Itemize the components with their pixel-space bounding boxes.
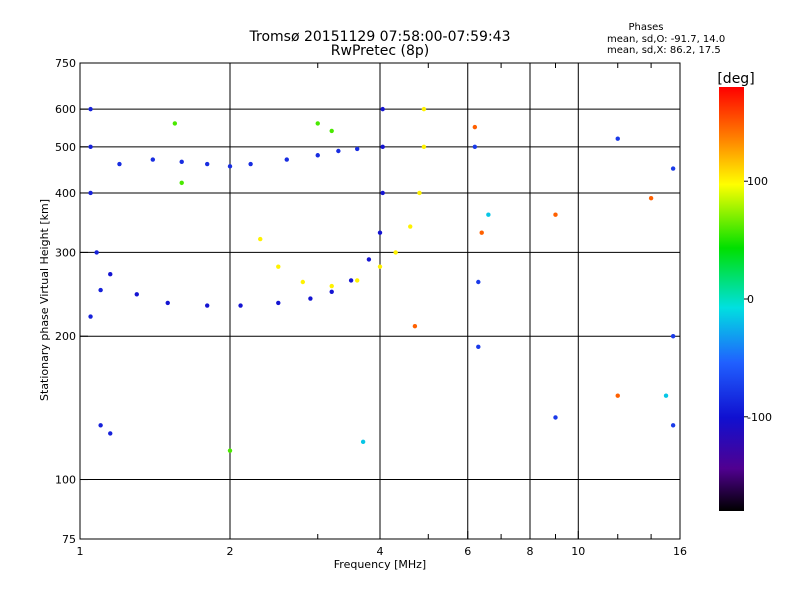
data-point (276, 264, 281, 269)
data-point (366, 257, 372, 262)
data-point (134, 292, 139, 297)
x-tick-label: 8 (527, 545, 534, 558)
chart-subtitle: RwPretec (8p) (331, 43, 429, 59)
data-point (663, 393, 669, 398)
x-tick-label: 16 (673, 545, 687, 558)
data-point (227, 164, 233, 169)
data-point (354, 146, 360, 152)
y-tick-label: 75 (62, 533, 76, 546)
x-tick-label: 4 (377, 545, 384, 558)
data-point (360, 439, 366, 445)
chart-title: Tromsø 20151129 07:58:00-07:59:43 (249, 29, 511, 45)
stats-x-mode: mean, sd,X: 86.2, 17.5 (607, 45, 721, 56)
colorbar-ticks: 100 0 -100 (744, 175, 772, 424)
y-tick-label: 100 (55, 474, 76, 487)
x-tick-label: 2 (227, 545, 234, 558)
grid-layer (80, 63, 680, 539)
data-point (472, 144, 478, 150)
data-point (486, 212, 491, 217)
data-point (300, 279, 306, 285)
data-point (329, 289, 334, 294)
data-point (417, 190, 422, 196)
data-points (88, 106, 676, 453)
x-tick-label: 10 (571, 545, 585, 558)
data-point (670, 166, 676, 171)
data-point (150, 157, 156, 162)
data-point (380, 190, 385, 196)
data-point (172, 121, 178, 126)
data-point (412, 323, 418, 329)
x-axis-label: Frequency [MHz] (334, 558, 426, 571)
data-point (670, 334, 676, 339)
data-point (315, 121, 320, 126)
data-point (276, 300, 281, 306)
y-tick-label: 600 (55, 103, 76, 116)
data-point (615, 136, 620, 141)
stats-o-mode: mean, sd,O: -91.7, 14.0 (607, 34, 725, 45)
data-point (408, 224, 413, 229)
x-tick-label: 1 (77, 545, 84, 558)
data-point (204, 161, 210, 167)
data-point (108, 431, 113, 436)
data-point (354, 278, 360, 283)
data-point (380, 144, 385, 150)
y-tick-label: 750 (55, 57, 76, 70)
data-point (329, 128, 334, 134)
data-point (476, 344, 481, 350)
data-point (179, 180, 184, 186)
data-point (284, 157, 289, 162)
data-point (648, 195, 654, 201)
data-point (117, 161, 122, 167)
data-point (165, 300, 170, 306)
data-point (98, 423, 103, 428)
data-point (315, 153, 320, 158)
data-point (88, 190, 93, 196)
data-point (615, 393, 620, 398)
data-point (204, 303, 210, 308)
data-point (553, 415, 558, 420)
data-point (421, 144, 427, 150)
colorbar-tick-label: 0 (747, 293, 754, 306)
data-point (227, 448, 233, 453)
data-point (377, 230, 383, 235)
colorbar-tick-label: 100 (747, 175, 768, 188)
data-point (472, 124, 478, 130)
colorbar-tick-label: -100 (747, 411, 772, 424)
data-point (476, 279, 481, 285)
x-axis-ticks: 1 2 4 6 8 10 16 (77, 63, 687, 558)
data-point (336, 148, 341, 154)
colorbar-label: [deg] (717, 71, 754, 87)
y-tick-label: 200 (55, 330, 76, 343)
data-point (393, 250, 398, 255)
data-point (380, 106, 385, 112)
data-point (348, 278, 354, 283)
data-point (553, 212, 558, 217)
y-tick-label: 400 (55, 187, 76, 200)
x-tick-label: 6 (464, 545, 471, 558)
data-point (421, 106, 427, 112)
data-point (98, 287, 103, 293)
data-point (88, 106, 93, 112)
data-point (108, 272, 113, 277)
data-point (248, 161, 253, 167)
colorbar (719, 87, 744, 511)
data-point (94, 250, 99, 255)
data-point (88, 144, 93, 150)
y-tick-label: 300 (55, 246, 76, 259)
y-axis-label: Stationary phase Virtual Height [km] (38, 199, 51, 401)
data-point (670, 423, 676, 428)
stats-header: Phases (628, 22, 663, 33)
data-point (238, 303, 243, 308)
y-tick-label: 500 (55, 141, 76, 154)
data-point (329, 283, 334, 289)
data-point (179, 159, 184, 165)
y-axis-ticks: 75 100 200 300 400 500 600 750 (55, 57, 88, 546)
data-point (377, 264, 383, 269)
data-point (479, 230, 484, 235)
data-point (88, 314, 93, 319)
data-point (308, 296, 313, 301)
data-point (258, 236, 263, 242)
